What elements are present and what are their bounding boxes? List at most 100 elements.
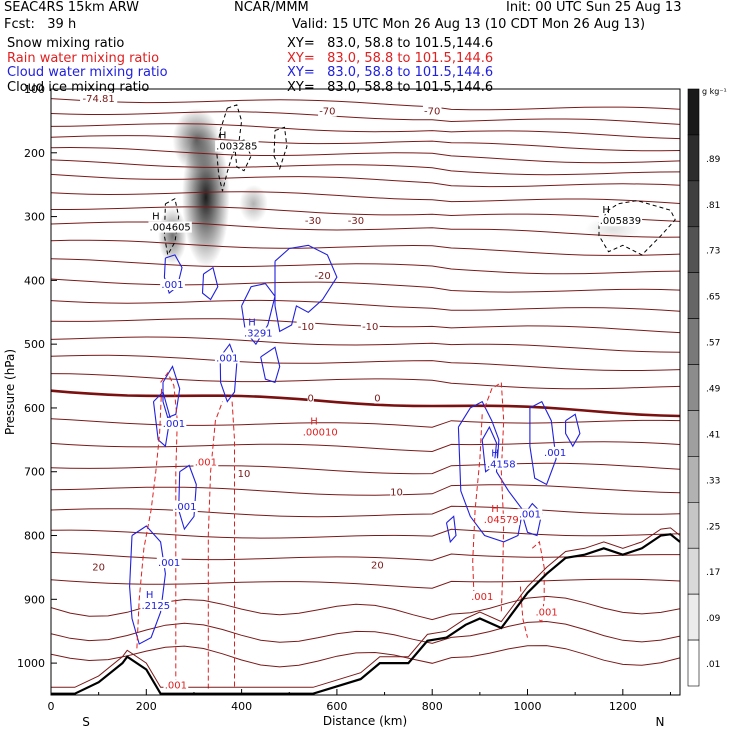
snow-blob-1 [172,108,221,172]
cloud-water-label-bg-1 [242,327,274,339]
y-tick-label-3: 500 [24,338,45,351]
y-top-label: 100 [24,83,45,96]
x-tick-label-3: 600 [326,700,347,713]
cloud-water-label-9: .001 [519,510,541,521]
colorbar-unit: g kg⁻¹ [702,87,727,96]
isotherm-1 [51,111,680,125]
isotherm-17 [51,373,680,390]
cloud-water-label-0: .001 [161,280,183,291]
isotherm-11 [51,258,680,275]
isotherm-label-bg-5 [313,270,332,282]
south-label: S [82,715,90,729]
cloud-water-label-8: .001 [544,448,566,459]
cloud-water-contour-3 [274,244,338,333]
cloud-ice-max-label-bg-1 [598,215,643,227]
field-name-cloud-ice: Cloud ice mixing ratio [7,80,150,95]
cloud-water-contour-14 [445,515,457,544]
x-tick-label-2: 400 [231,700,252,713]
isotherm-8 [51,206,680,222]
x-tick-label-6: 1200 [609,700,637,713]
cloud-water-label-bg-5 [156,557,182,569]
colorbar: .89 .81 .73 .65 .57 .49 .41 .33 .25 .17 .09 .01 [687,88,721,687]
cloud-ice-max-h-0: H [219,131,227,142]
field-name-snow: Snow mixing ratio [7,36,125,51]
terrain-line [51,533,680,695]
cloud-ice-contour-0 [216,104,243,192]
colorbar-box-9 [687,502,700,549]
isotherm-label-bg-1 [318,105,337,117]
y-tick-label-0: 200 [24,147,45,160]
rain-label-bg-2 [482,513,520,525]
isotherm-28 [51,645,680,668]
y-tick-label-5: 700 [24,466,45,479]
cloud-water-contour-8 [178,464,197,531]
rain-label-0: .00010 [303,427,338,438]
cloud-water-label-3: .001 [163,419,185,430]
isotherm-16 [51,354,680,371]
terrain [51,527,680,695]
isotherm-label-4: -30 [348,216,364,227]
field-xy-cloud-water: XY= 83.0, 58.8 to 101.5,144.6 [287,65,494,80]
isotherm-22 [51,505,680,518]
cloud-ice-contours [163,104,676,257]
rain-label-bg-0 [301,426,339,438]
temperature-contours [51,98,680,668]
cloud-water-label-1: .3291 [244,329,273,340]
y-tick-label-2: 400 [24,274,45,287]
field-xy-snow: XY= 83.0, 58.8 to 101.5,144.6 [287,36,494,51]
cloud-water-label-2: .001 [216,353,238,364]
snow-blob-3 [239,184,268,223]
isotherm-label-bg-10 [237,467,251,479]
isotherm-label-bg-11 [390,486,403,498]
cloud-water-contour-9 [129,525,166,645]
cloud-water-h-1: H [248,318,256,329]
cloud-water-label-bg-3 [161,418,187,430]
rain-contours [136,371,545,689]
cloud-ice-contour-4 [163,197,180,257]
colorbar-box-5 [687,318,700,365]
cloud-water-h-7: H [491,448,499,459]
cloud-water-contour-12 [529,400,557,486]
colorbar-box-8 [687,456,700,503]
colorbar-label-11: .01 [706,660,720,670]
cloud-ice-max-label-2: .004605 [149,223,190,234]
isotherm-7 [51,191,680,204]
field-name-rain: Rain water mixing ratio [7,51,160,66]
y-tick-label-1: 300 [24,211,45,224]
snow-shading [158,108,642,268]
isotherm-6 [51,173,680,188]
cloud-water-label-7: .4158 [487,459,516,470]
colorbar-box-11 [687,593,700,641]
colorbar-box-7 [687,410,700,457]
isotherm-18 [51,418,680,428]
isotherm-5 [51,159,680,176]
isotherm-label-13: 20 [371,561,384,572]
forecast-hour: Fcst: 39 h [4,17,77,32]
cloud-ice-max-label-bg-2 [148,221,192,233]
isotherm-20 [51,462,680,475]
x-axis-title: Distance (km) [323,714,407,728]
valid-time: Valid: 15 UTC Mon 26 Aug 13 (10 CDT Mon … [292,17,646,32]
rain-h-0: H [310,416,318,427]
rain-label-bg-5 [163,679,189,691]
field-xy-rain: XY= 83.0, 58.8 to 101.5,144.6 [287,51,494,66]
isotherm-label-bg-3 [303,215,323,227]
colorbar-box-3 [687,226,700,273]
isotherm-3 [51,135,680,152]
rain-label-2: .04579 [484,515,519,526]
cloud-water-label-bg-4 [172,501,198,513]
colorbar-label-1: .81 [706,201,720,211]
isotherm-25 [51,578,680,589]
colorbar-box-2 [687,180,700,228]
isotherm-label-6: -10 [298,322,314,333]
axes: 0 200 400 600 800 1000 12002003004005006007008… [17,83,671,713]
isotherm-12 [51,278,680,293]
colorbar-box-1 [687,134,700,182]
rain-h-2: H [491,504,499,515]
cloud-water-label-5: .001 [158,558,180,569]
cloud-water-contour-4 [260,346,281,384]
rain-contour-6 [531,540,545,623]
isotherm-21 [51,484,680,496]
isotherm-13 [51,299,680,312]
